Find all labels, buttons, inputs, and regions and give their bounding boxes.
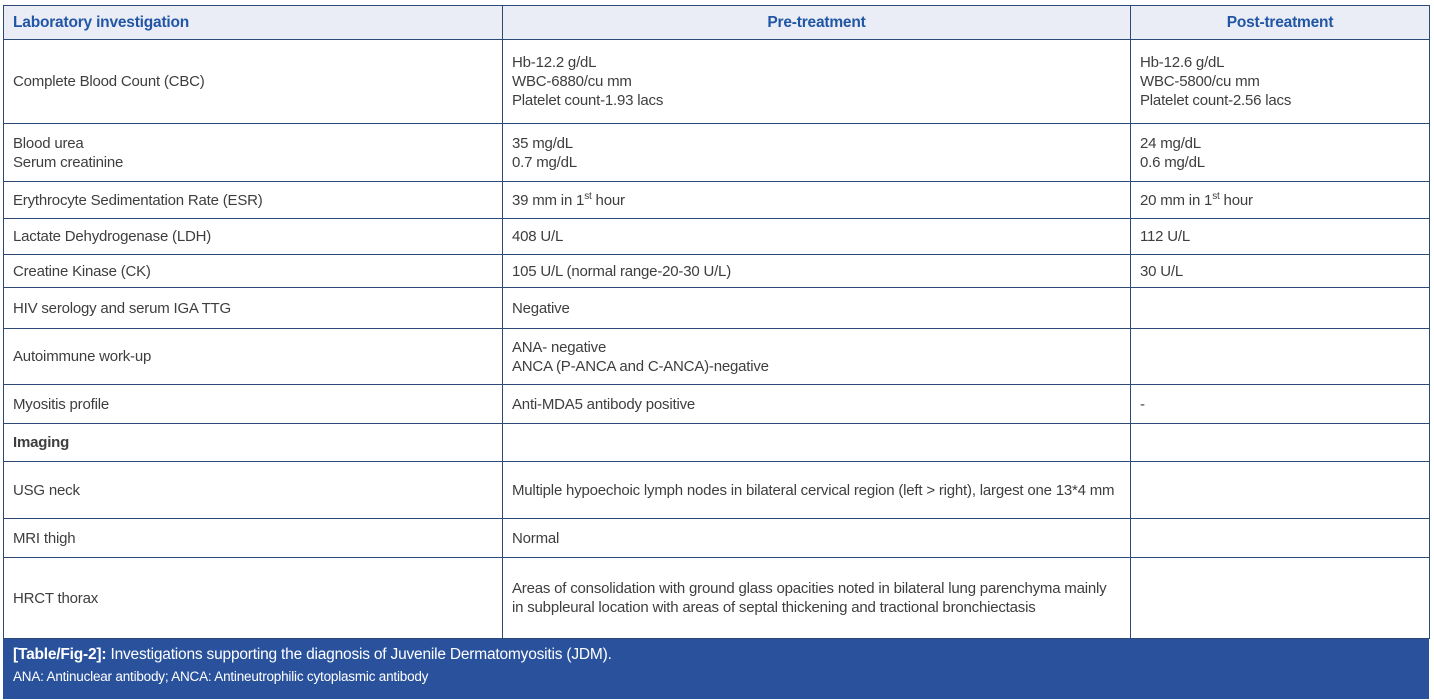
table-figure: Laboratory investigation Pre-treatment P… bbox=[3, 5, 1430, 699]
cell-pre-treatment: 39 mm in 1st hour bbox=[502, 181, 1131, 219]
table-header-row: Laboratory investigation Pre-treatment P… bbox=[3, 5, 1430, 40]
caption-tag: [Table/Fig-2]: bbox=[13, 646, 107, 663]
caption-title: [Table/Fig-2]: Investigations supporting… bbox=[13, 645, 1419, 665]
cell-pre-treatment bbox=[502, 423, 1131, 462]
table-row-mri-thigh: MRI thigh Normal bbox=[3, 518, 1430, 558]
table-row-autoimmune: Autoimmune work-up ANA- negative ANCA (P… bbox=[3, 328, 1430, 385]
esr-post-unit: hour bbox=[1219, 191, 1253, 209]
table-row-myositis: Myositis profile Anti-MDA5 antibody posi… bbox=[3, 384, 1430, 424]
cell-post-treatment bbox=[1130, 328, 1430, 385]
cell-pre-treatment: Areas of consolidation with ground glass… bbox=[502, 557, 1131, 639]
ordinal-superscript: st bbox=[584, 190, 592, 202]
cell-pre-treatment: Normal bbox=[502, 518, 1131, 558]
cell-investigation: HRCT thorax bbox=[3, 557, 503, 639]
table-row-esr: Erythrocyte Sedimentation Rate (ESR) 39 … bbox=[3, 181, 1430, 219]
cell-pre-treatment: Hb-12.2 g/dL WBC-6880/cu mm Platelet cou… bbox=[502, 39, 1131, 124]
table-row-ck: Creatine Kinase (CK) 105 U/L (normal ran… bbox=[3, 254, 1430, 288]
cell-post-treatment: 30 U/L bbox=[1130, 254, 1430, 288]
cell-post-treatment bbox=[1130, 557, 1430, 639]
cell-post-treatment: - bbox=[1130, 384, 1430, 424]
cell-pre-treatment: Negative bbox=[502, 287, 1131, 329]
cell-investigation: Creatine Kinase (CK) bbox=[3, 254, 503, 288]
cell-investigation: USG neck bbox=[3, 461, 503, 519]
ordinal-superscript: st bbox=[1212, 190, 1220, 202]
cell-post-treatment: 20 mm in 1st hour bbox=[1130, 181, 1430, 219]
cell-post-treatment: 24 mg/dL 0.6 mg/dL bbox=[1130, 123, 1430, 182]
cell-pre-treatment: 408 U/L bbox=[502, 218, 1131, 255]
esr-pre-unit: hour bbox=[591, 191, 625, 209]
cell-investigation: Complete Blood Count (CBC) bbox=[3, 39, 503, 124]
cell-post-treatment bbox=[1130, 518, 1430, 558]
cell-post-treatment bbox=[1130, 423, 1430, 462]
cell-investigation: Imaging bbox=[3, 423, 503, 462]
cell-investigation: HIV serology and serum IGA TTG bbox=[3, 287, 503, 329]
cell-post-treatment bbox=[1130, 461, 1430, 519]
cell-investigation: Blood urea Serum creatinine bbox=[3, 123, 503, 182]
lab-investigations-table: Laboratory investigation Pre-treatment P… bbox=[3, 5, 1430, 639]
cell-investigation: Autoimmune work-up bbox=[3, 328, 503, 385]
cell-investigation: Myositis profile bbox=[3, 384, 503, 424]
table-row-ldh: Lactate Dehydrogenase (LDH) 408 U/L 112 … bbox=[3, 218, 1430, 255]
cell-pre-treatment: 105 U/L (normal range-20-30 U/L) bbox=[502, 254, 1131, 288]
esr-pre-value: 39 mm in 1 bbox=[512, 191, 585, 209]
esr-post-value: 20 mm in 1 bbox=[1140, 191, 1213, 209]
cell-post-treatment: 112 U/L bbox=[1130, 218, 1430, 255]
cell-pre-treatment: 35 mg/dL 0.7 mg/dL bbox=[502, 123, 1131, 182]
cell-post-treatment: Hb-12.6 g/dL WBC-5800/cu mm Platelet cou… bbox=[1130, 39, 1430, 124]
table-row-usg-neck: USG neck Multiple hypoechoic lymph nodes… bbox=[3, 461, 1430, 519]
column-header-pre-treatment: Pre-treatment bbox=[502, 5, 1131, 40]
table-row-imaging-section: Imaging bbox=[3, 423, 1430, 462]
cell-investigation: MRI thigh bbox=[3, 518, 503, 558]
caption-footnote: ANA: Antinuclear antibody; ANCA: Antineu… bbox=[13, 669, 429, 684]
cell-pre-treatment: Anti-MDA5 antibody positive bbox=[502, 384, 1131, 424]
cell-pre-treatment: Multiple hypoechoic lymph nodes in bilat… bbox=[502, 461, 1131, 519]
cell-investigation: Erythrocyte Sedimentation Rate (ESR) bbox=[3, 181, 503, 219]
column-header-laboratory-investigation: Laboratory investigation bbox=[3, 5, 503, 40]
cell-pre-treatment: ANA- negative ANCA (P-ANCA and C-ANCA)-n… bbox=[502, 328, 1131, 385]
table-caption-bar: [Table/Fig-2]: Investigations supporting… bbox=[3, 639, 1429, 699]
table-row-hiv-ttg: HIV serology and serum IGA TTG Negative bbox=[3, 287, 1430, 329]
table-row-urea-creatinine: Blood urea Serum creatinine 35 mg/dL 0.7… bbox=[3, 123, 1430, 182]
table-row-hrct-thorax: HRCT thorax Areas of consolidation with … bbox=[3, 557, 1430, 639]
cell-post-treatment bbox=[1130, 287, 1430, 329]
cell-investigation: Lactate Dehydrogenase (LDH) bbox=[3, 218, 503, 255]
column-header-post-treatment: Post-treatment bbox=[1130, 5, 1430, 40]
caption-text: Investigations supporting the diagnosis … bbox=[106, 646, 612, 663]
table-row-cbc: Complete Blood Count (CBC) Hb-12.2 g/dL … bbox=[3, 39, 1430, 124]
